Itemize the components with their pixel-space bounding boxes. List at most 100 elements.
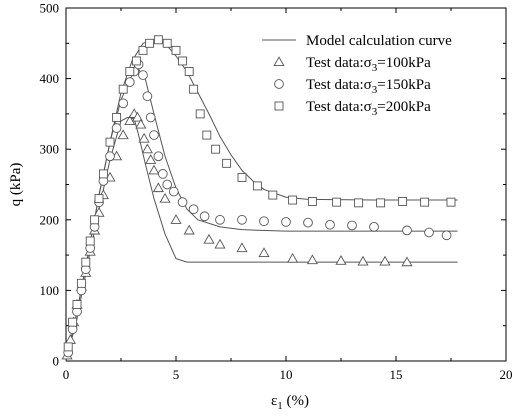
circle-data-point (111, 123, 122, 133)
square-data-point (446, 197, 456, 207)
square-data-point (125, 67, 135, 76)
y-tick-label: 0 (53, 354, 60, 369)
square-data-point (63, 342, 73, 352)
legend: Model calculation curve Test data:σ3=100k… (262, 33, 452, 118)
circle-data-point (124, 77, 135, 87)
square-data-point (211, 144, 221, 154)
circle-data-point (199, 211, 210, 222)
legend-square-swatch (274, 101, 284, 111)
circle-data-point (118, 98, 129, 109)
x-tick-label: 10 (280, 367, 293, 382)
triangle-data-point (64, 334, 76, 344)
square-data-point (131, 56, 141, 66)
circle-data-point (168, 186, 179, 197)
circle-data-point (237, 214, 247, 225)
y-tick-label: 400 (40, 71, 60, 86)
square-data-point (184, 67, 194, 76)
legend-circle-swatch (274, 79, 284, 89)
circle-data-point (441, 230, 452, 241)
triangle-data-point (170, 214, 182, 224)
square-data-point (90, 215, 100, 225)
x-tick-label: 5 (173, 367, 180, 382)
y-tick-label: 200 (40, 212, 60, 227)
circle-data-point (303, 217, 313, 228)
square-data-point (195, 109, 205, 119)
triangle-data-point (379, 255, 391, 266)
square-data-point (252, 181, 262, 191)
legend-triangle-swatch (273, 56, 285, 67)
x-tick-label: 0 (63, 367, 70, 382)
square-data-point (222, 158, 232, 168)
circle-data-point (157, 169, 168, 179)
circle-data-point (138, 70, 148, 80)
square-data-point (268, 190, 278, 200)
circle-data-point (188, 204, 199, 215)
legend-label: Test data:σ3=150kPa (306, 77, 431, 96)
legend-label: Test data:σ3=100kPa (306, 55, 431, 74)
triangle-data-point (141, 143, 153, 154)
triangle-data-point (131, 111, 144, 122)
triangle-data-point (124, 115, 136, 126)
circle-data-point (153, 151, 164, 162)
square-data-point (145, 38, 155, 48)
triangle-data-point (117, 129, 129, 140)
test-data-points (61, 35, 456, 360)
triangle-data-point (148, 164, 160, 175)
legend-label: Model calculation curve (306, 33, 452, 49)
circle-data-point (162, 179, 173, 190)
x-tick-label: 15 (390, 367, 403, 382)
square-data-point (72, 300, 82, 309)
triangle-data-point (306, 254, 318, 265)
circle-data-point (149, 130, 159, 140)
square-data-point (354, 198, 364, 208)
triangle-data-point (258, 247, 270, 258)
y-tick-label: 100 (40, 283, 60, 298)
triangle-data-point (401, 256, 413, 267)
triangle-data-point (203, 233, 215, 244)
square-data-point (94, 194, 104, 204)
square-data-point (178, 56, 188, 66)
square-data-point (68, 317, 78, 327)
triangle-data-point (357, 255, 369, 266)
circle-data-point (142, 91, 153, 102)
triangle-data-point (152, 182, 164, 193)
square-data-point (171, 45, 181, 55)
square-data-point (138, 45, 148, 55)
square-data-point (105, 137, 115, 147)
y-tick-label: 300 (40, 142, 60, 157)
square-data-point (307, 196, 317, 206)
square-data-point (420, 197, 430, 207)
square-data-point (202, 130, 212, 140)
square-data-point (189, 84, 199, 94)
legend-label: Test data:σ3=200kPa (306, 99, 431, 118)
square-data-point (98, 169, 108, 179)
circle-data-point (145, 112, 156, 123)
triangle-data-point (287, 252, 299, 263)
x-tick-label: 20 (500, 367, 512, 382)
square-data-point (162, 38, 172, 48)
circle-data-point (215, 214, 225, 225)
square-data-point (332, 197, 342, 207)
square-data-point (76, 278, 86, 288)
circle-data-point (347, 220, 357, 231)
circle-data-point (281, 217, 291, 227)
square-data-point (153, 35, 163, 45)
triangle-data-point (183, 224, 195, 235)
square-data-point (288, 195, 298, 205)
triangle-data-point (135, 118, 147, 129)
circle-data-point (177, 197, 188, 208)
circle-data-point (259, 216, 269, 227)
square-data-point (118, 84, 128, 94)
square-data-point (376, 198, 386, 208)
circle-data-point (325, 219, 335, 230)
circle-data-point (105, 151, 115, 162)
triangle-data-point (236, 242, 248, 253)
circle-data-point (402, 225, 412, 236)
square-data-point (81, 257, 91, 267)
triangle-data-point (335, 255, 347, 265)
circle-data-point (424, 227, 434, 238)
triangle-data-point (214, 238, 226, 249)
y-axis-label: q (kPa) (8, 163, 24, 207)
